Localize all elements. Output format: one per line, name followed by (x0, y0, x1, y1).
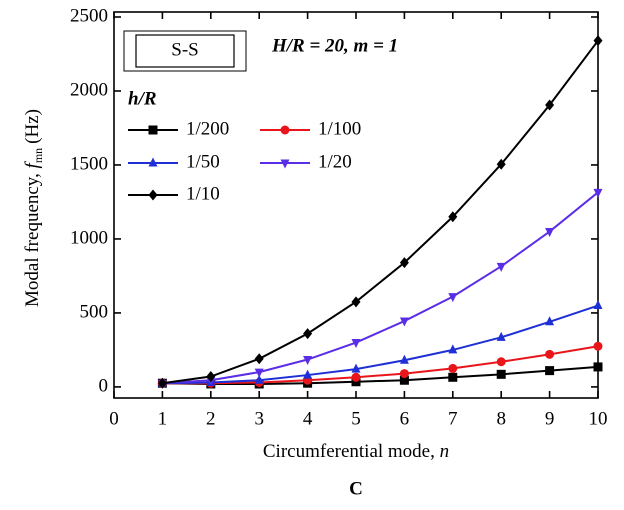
data-point (351, 363, 361, 373)
data-point (593, 300, 603, 310)
data-point (593, 35, 603, 47)
x-tick-label: 3 (254, 408, 264, 429)
data-point (593, 341, 603, 351)
x-axis-label: Circumferential mode, n (263, 441, 449, 462)
data-point (496, 331, 506, 341)
x-tick-label: 10 (589, 408, 608, 429)
legend-label: 1/10 (186, 183, 220, 204)
data-point (448, 363, 458, 373)
legend-label: 1/20 (318, 151, 352, 172)
x-tick-label: 5 (351, 408, 361, 429)
series-line (162, 191, 599, 385)
data-point (448, 211, 458, 223)
legend-marker (148, 189, 158, 201)
x-tick-label: 1 (158, 408, 168, 429)
data-point (448, 372, 458, 382)
x-tick-label: 2 (206, 408, 216, 429)
data-point (545, 228, 555, 238)
y-tick-label: 2500 (70, 5, 108, 26)
data-point (496, 357, 506, 367)
x-tick-label: 7 (448, 408, 458, 429)
data-point (545, 99, 555, 111)
x-tick-label: 0 (109, 408, 119, 429)
data-point (545, 316, 555, 326)
y-axis-label-var: f (22, 160, 43, 168)
data-point (593, 188, 603, 198)
data-point (351, 339, 361, 349)
x-tick-label: 4 (303, 408, 313, 429)
data-point (545, 349, 555, 359)
annotation: H/R = 20, m = 1 (271, 35, 398, 56)
boundary-label: S-S (171, 39, 198, 60)
legend-label: 1/100 (318, 118, 361, 139)
data-point (303, 328, 313, 340)
y-tick-label: 500 (80, 301, 109, 322)
data-point (545, 366, 555, 376)
data-point (399, 354, 409, 364)
data-point (593, 362, 603, 372)
legend-marker (148, 157, 158, 167)
y-tick-label: 2000 (70, 79, 108, 100)
data-point (399, 317, 409, 327)
y-axis-label: Modal frequency, fmn (Hz) (22, 109, 44, 307)
cylinder-box (135, 34, 235, 68)
data-point (351, 372, 361, 382)
data-point (157, 377, 167, 389)
x-axis-label-var: n (440, 441, 450, 462)
series-line (162, 345, 599, 385)
legend-marker (280, 125, 290, 135)
data-point (399, 257, 409, 269)
legend-label: 1/200 (186, 118, 229, 139)
data-point (496, 158, 506, 170)
legend-label: 1/50 (186, 151, 220, 172)
data-point (303, 356, 313, 366)
data-point (254, 353, 264, 365)
caption: C (349, 478, 363, 499)
x-tick-label: 9 (545, 408, 555, 429)
legend-marker (280, 159, 290, 169)
y-tick-label: 1500 (70, 153, 108, 174)
data-point (448, 293, 458, 303)
data-point (351, 296, 361, 308)
legend-title: h/R (128, 88, 157, 109)
y-tick-label: 0 (99, 375, 109, 396)
boundary-box (123, 30, 247, 72)
data-point (206, 371, 216, 383)
data-point (448, 344, 458, 354)
data-point (254, 368, 264, 378)
y-tick-label: 1000 (70, 227, 108, 248)
x-axis-label-text: Circumferential mode, (263, 441, 440, 462)
data-point (399, 369, 409, 379)
data-point (399, 375, 409, 385)
data-point (254, 374, 264, 384)
data-point (303, 369, 313, 379)
y-axis-label-sub: mn (31, 148, 45, 163)
series-line (162, 40, 599, 385)
legend-marker (148, 125, 158, 135)
y-axis-label-unit: (Hz) (22, 109, 43, 144)
series-line (162, 365, 599, 385)
series-line (162, 304, 599, 385)
data-point (496, 369, 506, 379)
y-axis-label-text: Modal frequency, (22, 168, 43, 307)
x-tick-label: 6 (400, 408, 410, 429)
x-tick-label: 8 (496, 408, 506, 429)
data-point (496, 262, 506, 272)
